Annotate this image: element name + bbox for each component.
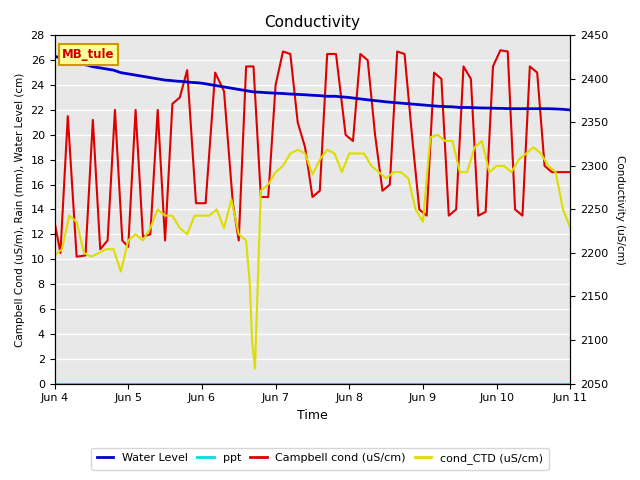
cond_CTD (uS/cm) xyxy=(566,225,574,231)
Text: MB_tule: MB_tule xyxy=(62,48,115,61)
Campbell cond (uS/cm) xyxy=(139,234,147,240)
Campbell cond (uS/cm) xyxy=(452,206,460,212)
Campbell cond (uS/cm) xyxy=(154,107,161,113)
Water Level xyxy=(552,106,559,112)
Campbell cond (uS/cm) xyxy=(51,219,58,225)
Campbell cond (uS/cm) xyxy=(497,48,504,53)
Water Level xyxy=(128,72,136,77)
cond_CTD (uS/cm) xyxy=(530,144,538,150)
Campbell cond (uS/cm) xyxy=(556,169,563,175)
Water Level xyxy=(136,73,143,79)
Water Level xyxy=(463,105,471,110)
Line: cond_CTD (uS/cm): cond_CTD (uS/cm) xyxy=(54,135,570,369)
cond_CTD (uS/cm) xyxy=(51,252,58,258)
cond_CTD (uS/cm) xyxy=(493,163,500,169)
cond_CTD (uS/cm) xyxy=(508,169,515,175)
Line: Water Level: Water Level xyxy=(54,57,570,110)
Y-axis label: Conductivity (uS/cm): Conductivity (uS/cm) xyxy=(615,155,625,264)
Campbell cond (uS/cm) xyxy=(73,254,81,260)
Legend: Water Level, ppt, Campbell cond (uS/cm), cond_CTD (uS/cm): Water Level, ppt, Campbell cond (uS/cm),… xyxy=(91,448,549,469)
Water Level xyxy=(92,64,99,70)
Campbell cond (uS/cm) xyxy=(566,169,574,175)
cond_CTD (uS/cm) xyxy=(434,132,442,138)
cond_CTD (uS/cm) xyxy=(228,197,236,203)
cond_CTD (uS/cm) xyxy=(251,366,259,372)
Water Level xyxy=(51,54,58,60)
Water Level xyxy=(545,106,552,111)
cond_CTD (uS/cm) xyxy=(168,213,176,218)
Campbell cond (uS/cm) xyxy=(97,246,104,252)
X-axis label: Time: Time xyxy=(297,409,328,422)
Water Level xyxy=(566,107,574,113)
Title: Conductivity: Conductivity xyxy=(264,15,360,30)
Y-axis label: Campbell Cond (uS/m), Rain (mm), Water Level (cm): Campbell Cond (uS/m), Rain (mm), Water L… xyxy=(15,72,25,347)
Line: Campbell cond (uS/cm): Campbell cond (uS/cm) xyxy=(54,50,570,257)
Campbell cond (uS/cm) xyxy=(356,51,364,57)
cond_CTD (uS/cm) xyxy=(308,172,316,178)
